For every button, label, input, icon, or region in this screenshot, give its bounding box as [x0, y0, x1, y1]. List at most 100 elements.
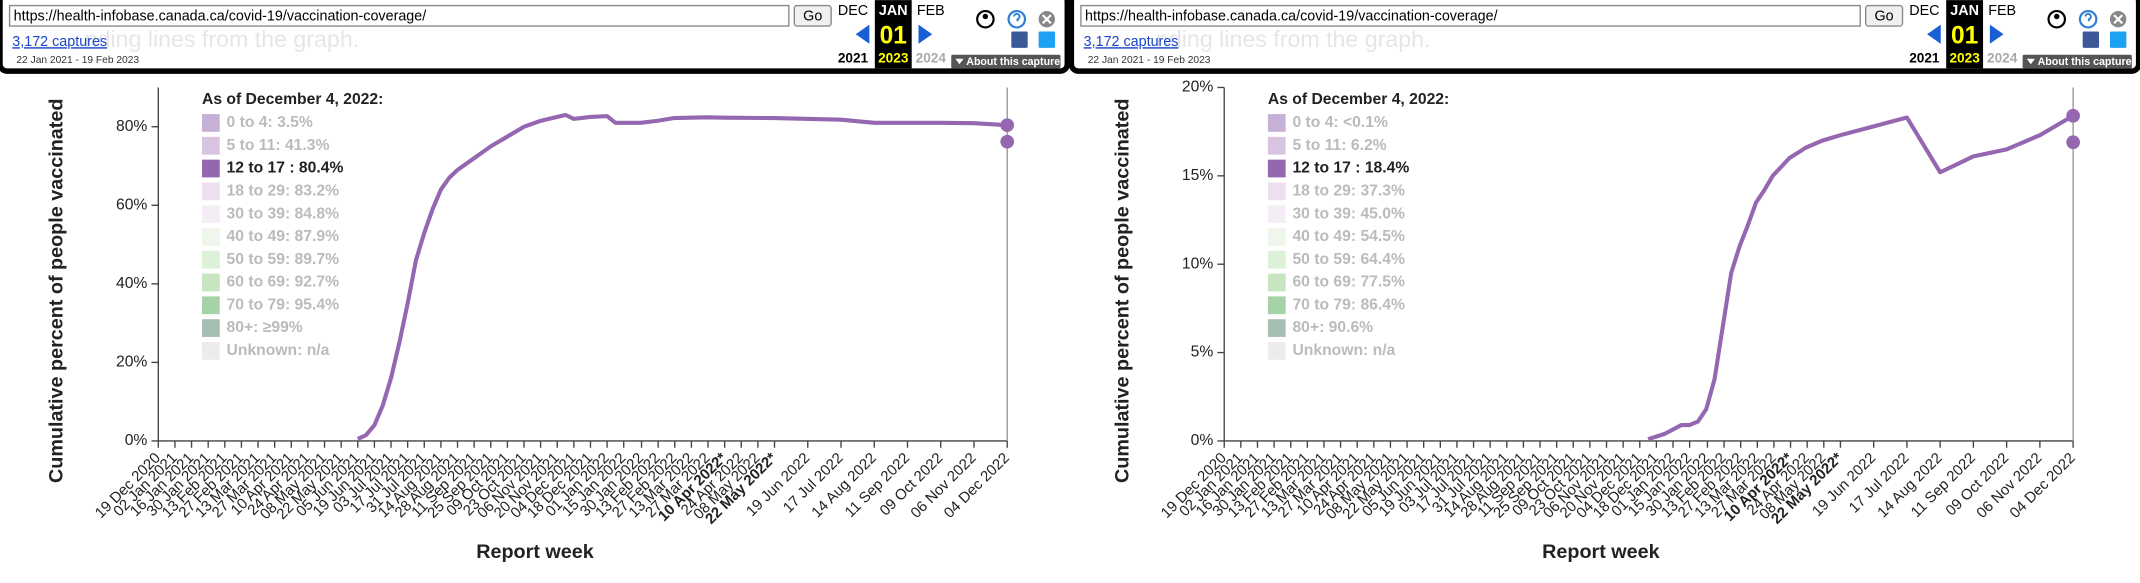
prev-arrow[interactable]: [855, 24, 870, 44]
about-button[interactable]: [2022, 54, 2132, 69]
legend-label[interactable]: 0 to 4: 3.5%: [227, 114, 313, 131]
go-button[interactable]: [1864, 4, 1904, 27]
legend-label[interactable]: 0 to 4: <0.1%: [1292, 114, 1388, 131]
y-tick-label: 20%: [116, 354, 147, 371]
legend-label[interactable]: Unknown: n/a: [1292, 342, 1395, 359]
twitter-icon[interactable]: [2109, 31, 2127, 48]
legend-label[interactable]: Unknown: n/a: [227, 342, 330, 359]
legend-swatch[interactable]: [1267, 341, 1286, 360]
legend-swatch[interactable]: [201, 228, 220, 246]
next-arrow[interactable]: [1989, 24, 2004, 44]
url-text: https://health-infobase.canada.ca/covid-…: [1085, 8, 1498, 24]
prev-arrow[interactable]: [1927, 24, 1941, 44]
legend-label[interactable]: 50 to 59: 89.7%: [227, 251, 340, 268]
url-input[interactable]: [8, 4, 790, 27]
y-axis-label: Cumulative percent of people vaccinated: [1111, 99, 1133, 483]
legend-swatch[interactable]: [201, 159, 220, 178]
legend-swatch[interactable]: [1267, 273, 1286, 292]
legend-swatch[interactable]: [1267, 182, 1286, 201]
month-next[interactable]: FEB: [917, 3, 945, 19]
legend-swatch[interactable]: [201, 182, 220, 201]
user-icon-head: [982, 13, 989, 20]
go-text: Go: [1875, 8, 1894, 24]
user-icon[interactable]: [2047, 9, 2067, 29]
legend-label[interactable]: 5 to 11: 41.3%: [227, 137, 330, 154]
legend-swatch[interactable]: [201, 114, 220, 132]
facebook-icon[interactable]: [1011, 31, 1028, 48]
about-arrow: [955, 58, 964, 65]
legend-label[interactable]: 80+: ≥99%: [227, 319, 303, 336]
legend-swatch[interactable]: [201, 341, 220, 360]
legend-swatch[interactable]: [1267, 114, 1286, 132]
legend-label[interactable]: 60 to 69: 92.7%: [227, 274, 340, 291]
twitter-icon[interactable]: [1038, 31, 1055, 48]
legend-swatch[interactable]: [201, 296, 220, 315]
url-input[interactable]: [1080, 4, 1861, 27]
legend-title: As of December 4, 2022:: [202, 91, 383, 108]
facebook-icon[interactable]: [2082, 31, 2100, 48]
user-icon[interactable]: [976, 9, 995, 29]
series-line: [1647, 113, 2075, 442]
legend-label[interactable]: 80+: 90.6%: [1292, 319, 1373, 336]
legend-label[interactable]: 12 to 17 : 18.4%: [1292, 160, 1409, 177]
legend-swatch[interactable]: [1267, 319, 1286, 337]
legend-swatch[interactable]: [201, 205, 220, 223]
legend-label[interactable]: 18 to 29: 37.3%: [1292, 182, 1405, 199]
x-axis-label: Report week: [1542, 541, 1661, 563]
background-text: nding lines from the graph.: [85, 26, 360, 52]
legend-swatch[interactable]: [201, 319, 220, 337]
legend-swatch[interactable]: [201, 250, 220, 269]
about-button[interactable]: [951, 54, 1061, 69]
legend-label[interactable]: 70 to 79: 86.4%: [1292, 296, 1405, 313]
legend-swatch[interactable]: [201, 136, 220, 155]
legend-swatch[interactable]: [1267, 250, 1286, 269]
legend-label[interactable]: 12 to 17 : 80.4%: [227, 160, 344, 177]
y-tick-label: 40%: [116, 275, 147, 292]
y-tick-label: 5%: [1191, 344, 1214, 361]
legend-label[interactable]: 30 to 39: 84.8%: [227, 205, 340, 222]
series-line: [356, 112, 1008, 441]
about-text: About this capture: [2038, 56, 2132, 68]
close-mark: [2113, 14, 2124, 25]
legend-label[interactable]: 5 to 11: 6.2%: [1292, 137, 1386, 154]
legend-swatch[interactable]: [201, 273, 220, 292]
toolbar-frame: [0, 0, 1070, 74]
y-tick-label: 80%: [116, 118, 147, 135]
y-tick-label: 15%: [1182, 167, 1213, 184]
end-marker: [2066, 108, 2080, 123]
panel: nding lines from the graph. https://healt…: [1068, 0, 2140, 74]
captures-link[interactable]: 3,172 captures: [1084, 34, 1179, 50]
legend-label[interactable]: 18 to 29: 83.2%: [227, 182, 340, 199]
legend-title: As of December 4, 2022:: [1268, 91, 1449, 108]
captures-link[interactable]: 3,172 captures: [12, 34, 107, 50]
year-next: 2024: [916, 50, 947, 65]
go-button[interactable]: [793, 4, 832, 27]
month-next[interactable]: FEB: [1988, 3, 2016, 19]
legend-label[interactable]: 40 to 49: 54.5%: [1292, 228, 1405, 245]
legend-swatch[interactable]: [1267, 205, 1286, 223]
legend-swatch[interactable]: [1267, 228, 1286, 246]
legend-label[interactable]: 30 to 39: 45.0%: [1292, 205, 1405, 222]
legend-label[interactable]: 40 to 49: 87.9%: [227, 228, 340, 245]
month-prev[interactable]: DEC: [1909, 3, 1939, 19]
next-arrow[interactable]: [918, 24, 933, 44]
legend-label[interactable]: 70 to 79: 95.4%: [227, 296, 340, 313]
legend-label[interactable]: 50 to 59: 64.4%: [1292, 251, 1405, 268]
url-text: https://health-infobase.canada.ca/covid-…: [14, 8, 427, 24]
legend-swatch[interactable]: [1267, 159, 1286, 178]
background-text: nding lines from the graph.: [1156, 26, 1431, 52]
month-prev[interactable]: DEC: [838, 3, 868, 19]
end-marker: [2066, 135, 2080, 150]
end-marker: [1000, 118, 1015, 132]
end-marker: [1000, 134, 1015, 149]
year-prev: 2021: [838, 50, 869, 65]
panel: nding lines from the graph. https://healt…: [0, 0, 1070, 74]
legend-label[interactable]: 60 to 69: 77.5%: [1292, 274, 1405, 291]
legend-swatch[interactable]: [1267, 136, 1286, 155]
current-date-box: [874, 0, 912, 69]
year-cur: 2023: [878, 50, 909, 65]
y-tick-label: 10%: [1182, 255, 1213, 272]
legend-swatch[interactable]: [1267, 296, 1286, 315]
